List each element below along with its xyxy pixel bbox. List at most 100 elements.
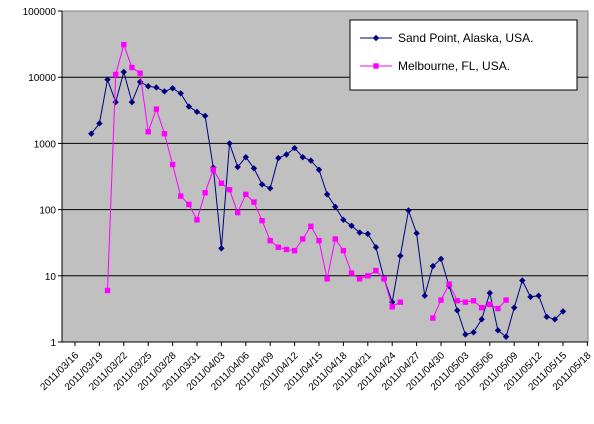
gridlines (62, 76, 588, 277)
series-1 (88, 68, 567, 340)
data-point (242, 153, 249, 161)
data-point (194, 217, 200, 223)
data-point (186, 201, 192, 208)
data-point (397, 252, 404, 260)
data-point (291, 144, 298, 152)
data-point (356, 229, 363, 236)
data-point (429, 262, 437, 270)
legend-label: Sand Point, Alaska, USA. (398, 31, 533, 45)
data-point (381, 276, 387, 282)
data-point (324, 276, 330, 282)
data-point (202, 190, 208, 196)
data-point (243, 191, 249, 198)
data-point (291, 247, 298, 254)
data-point (145, 83, 152, 90)
data-point (478, 304, 485, 311)
data-point (413, 230, 420, 237)
data-point (137, 70, 143, 76)
data-point (267, 237, 273, 244)
data-point (185, 103, 193, 110)
data-point (178, 193, 184, 199)
data-point (169, 85, 176, 92)
data-point (332, 236, 338, 242)
data-point (128, 98, 136, 106)
data-point (478, 316, 485, 323)
data-point (372, 244, 380, 251)
data-point (340, 216, 347, 224)
y-tick-label: 1000 (34, 139, 57, 150)
data-point (373, 267, 379, 274)
data-point (121, 41, 127, 48)
legend-marker (372, 34, 380, 42)
legend-box (349, 19, 578, 91)
data-point (486, 289, 493, 297)
data-point (315, 166, 323, 173)
series-2 (104, 41, 509, 321)
data-point (104, 287, 111, 294)
data-point (332, 203, 339, 211)
data-point (405, 207, 412, 214)
data-point (299, 153, 306, 161)
data-point (161, 131, 168, 137)
data-point (210, 167, 216, 173)
data-point (487, 301, 493, 308)
data-point (267, 185, 274, 192)
legend-items: Sand Point, Alaska, USA. Melbourne, FL, U… (360, 31, 533, 73)
data-point (104, 76, 111, 83)
data-point (234, 163, 241, 171)
data-point (120, 68, 127, 76)
y-axis-ticks: 1 10 100 1000 10000 100000 (23, 7, 62, 349)
data-point (437, 255, 445, 263)
data-point (316, 237, 322, 244)
data-point (364, 230, 371, 238)
legend-label: Melbourne, FL, USA. (398, 59, 510, 73)
data-point (454, 298, 460, 304)
data-point (300, 236, 306, 242)
data-point (430, 315, 436, 321)
series-line (432, 282, 507, 319)
data-point (446, 281, 452, 287)
y-tick-label: 100000 (23, 7, 57, 18)
data-point (193, 108, 201, 116)
data-point (421, 292, 428, 299)
legend-marker (373, 63, 379, 69)
data-point (495, 305, 501, 312)
data-point (397, 299, 404, 305)
data-point (250, 165, 258, 172)
data-point (535, 292, 542, 299)
data-point (275, 154, 282, 162)
data-point (519, 277, 526, 284)
data-point (177, 90, 184, 97)
y-tick-label: 100 (39, 206, 56, 217)
data-point (502, 333, 510, 340)
data-point (462, 299, 469, 305)
data-point (161, 88, 168, 95)
data-point (470, 329, 477, 336)
data-point (340, 247, 347, 254)
data-point (201, 112, 209, 120)
data-point (494, 327, 502, 334)
data-point (218, 180, 225, 186)
data-point (129, 64, 135, 71)
data-point (259, 217, 265, 224)
data-point (88, 130, 95, 137)
data-point (169, 161, 176, 168)
series-layer (88, 41, 567, 340)
data-point (365, 273, 371, 279)
data-point (153, 84, 160, 91)
x-axis-ticks: 2011/03/162011/03/192011/03/222011/03/25… (38, 342, 594, 393)
data-point (323, 191, 331, 198)
data-point (527, 293, 534, 301)
data-point (307, 157, 315, 164)
data-point (559, 308, 567, 315)
data-point (145, 129, 151, 135)
data-point (275, 244, 282, 250)
y-tick-label: 1 (50, 338, 56, 349)
data-point (348, 270, 355, 276)
data-point (153, 106, 160, 112)
data-point (438, 297, 444, 303)
data-point (112, 98, 119, 106)
data-point (503, 297, 509, 303)
data-point (283, 246, 290, 253)
